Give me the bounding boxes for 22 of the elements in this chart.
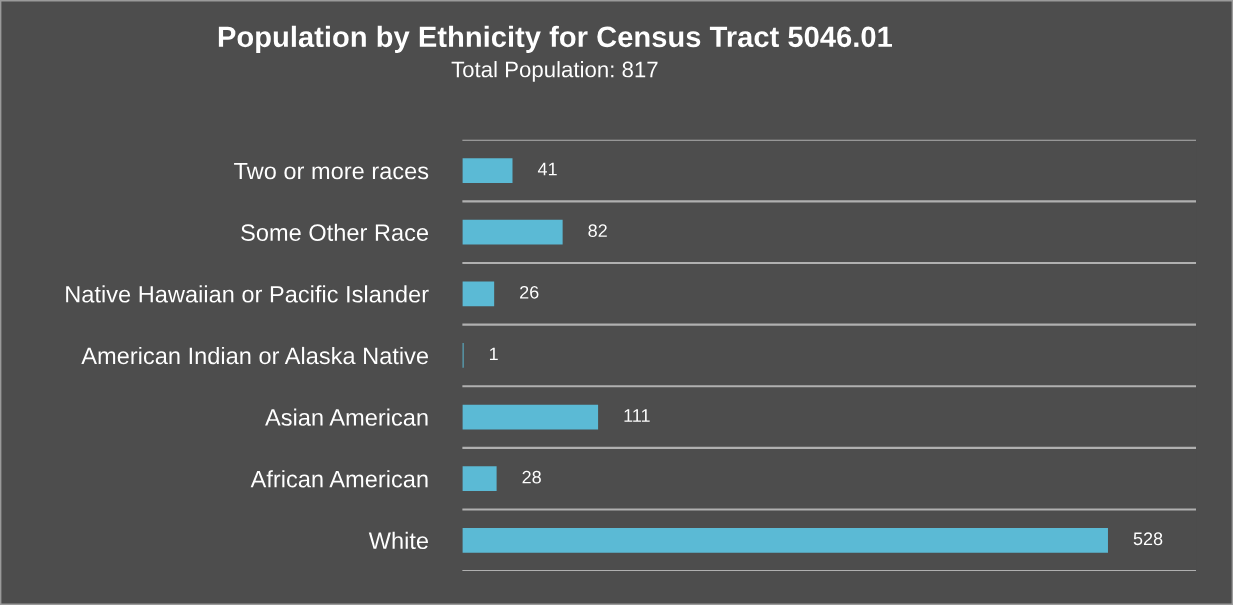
y-tick-label: American Indian or Alaska Native	[81, 346, 429, 365]
y-tick-label: Asian American	[265, 408, 428, 426]
bar	[462, 158, 513, 183]
data-label: 528	[1133, 532, 1163, 546]
bar	[462, 527, 1108, 553]
data-label: 26	[520, 285, 539, 299]
data-label: 41	[537, 162, 557, 176]
bar	[462, 219, 563, 245]
data-label: 111	[624, 409, 650, 422]
bar	[462, 466, 497, 492]
bar	[462, 404, 599, 430]
y-tick-label: Some Other Race	[241, 223, 428, 241]
y-tick-label: Two or more races	[234, 162, 429, 180]
y-tick-label: White	[368, 531, 428, 550]
chart-subtitle: Total Population: 817	[451, 61, 658, 82]
chart-title: Population by Ethnicity for Census Tract 5046.01	[218, 25, 892, 53]
y-tick-label: Native Hawaiian or Pacific Islander	[66, 285, 429, 303]
data-label: 82	[588, 224, 607, 238]
data-label: 28	[522, 470, 541, 484]
data-label: 1	[489, 347, 498, 361]
bar	[462, 281, 495, 307]
y-tick-label: African American	[250, 470, 428, 488]
